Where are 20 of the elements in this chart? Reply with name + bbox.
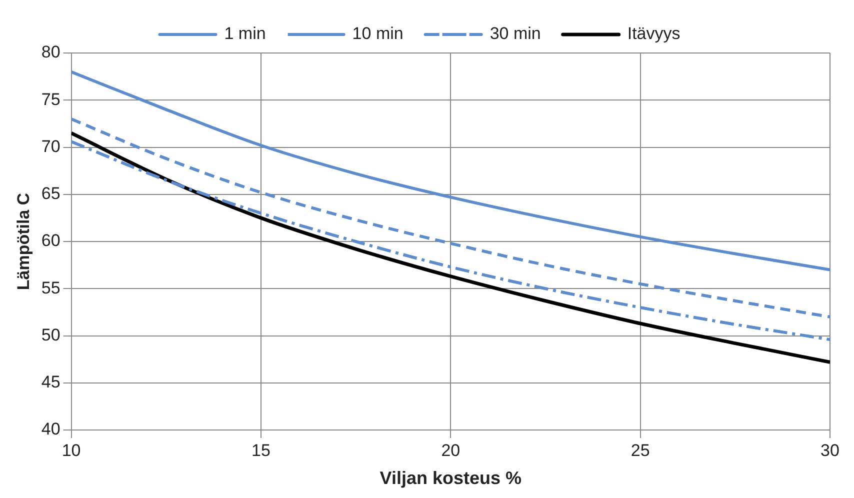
y-tick-label: 55 bbox=[41, 278, 60, 298]
y-axis-title: Lämpötila C bbox=[14, 192, 33, 290]
y-tick-label: 70 bbox=[41, 136, 60, 156]
y-tick-label: 80 bbox=[41, 42, 60, 62]
x-tick-label: 15 bbox=[252, 440, 270, 460]
x-tick-label: 10 bbox=[62, 440, 81, 460]
legend-label: 1 min bbox=[224, 24, 266, 44]
y-tick-label: 75 bbox=[41, 90, 60, 109]
legend-label: 30 min bbox=[490, 24, 541, 44]
y-tick-label: 60 bbox=[41, 231, 60, 250]
legend-label: 10 min bbox=[352, 24, 404, 44]
x-tick-label: 20 bbox=[441, 440, 460, 460]
y-tick-label: 45 bbox=[41, 372, 60, 392]
x-tick-label: 25 bbox=[630, 440, 650, 460]
y-tick-label: 50 bbox=[41, 325, 60, 344]
y-tick-label: 40 bbox=[41, 420, 60, 439]
x-axis-title: Viljan kosteus % bbox=[380, 468, 522, 488]
y-tick-label: 65 bbox=[41, 184, 60, 204]
legend-label: Itävyys bbox=[627, 24, 680, 44]
x-tick-label: 30 bbox=[820, 440, 840, 460]
